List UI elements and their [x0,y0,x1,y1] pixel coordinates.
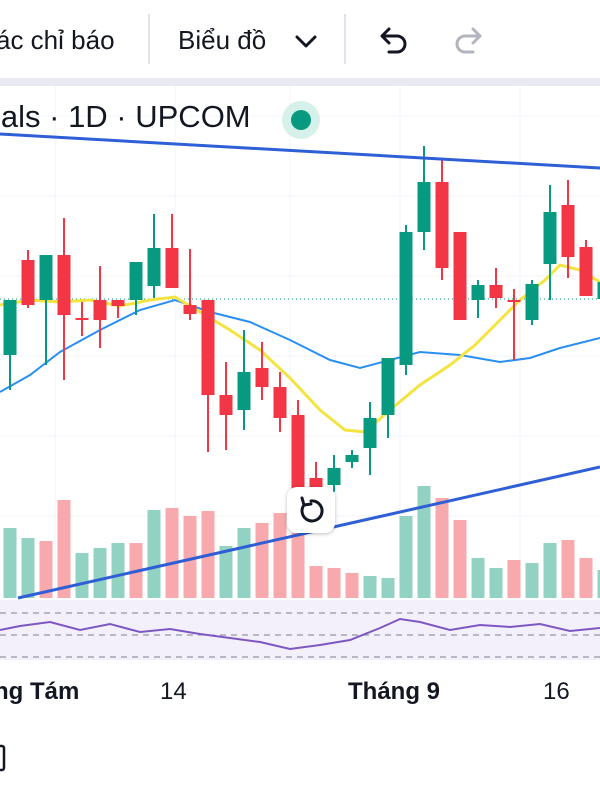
candle-body [471,285,485,300]
volume-bar [273,513,287,598]
redo-arrow-icon[interactable] [451,22,487,58]
volume-bar [543,543,557,598]
volume-bar [489,568,503,598]
time-axis-label: 16 [543,678,570,705]
volume-bar [309,566,323,598]
volume-bar [381,578,395,598]
oscillator-pane-bg [0,600,600,660]
market-status-indicator [282,101,320,139]
volume-bar [255,523,269,598]
volume-bar [21,538,35,598]
candle-body [57,255,71,315]
volume-bar [75,553,89,598]
candle-body [75,318,89,320]
volume-bar [345,573,359,598]
candle-body [345,455,359,462]
volume-bar [399,516,413,598]
candle-body [39,255,53,300]
candle-body [273,387,287,418]
moving-average-fast-line [0,263,600,434]
candle-body [255,368,269,387]
volume-bar [417,486,431,598]
undo-arrow-icon[interactable] [375,22,411,58]
candle-body [291,415,305,495]
volume-bar [435,498,449,598]
volume-bar [453,520,467,598]
candle-body [201,300,215,395]
volume-bar [3,528,17,598]
candle-body [543,212,557,264]
time-axis-label: ng Tám [0,678,80,705]
candle-body [435,182,449,268]
volume-bar [39,541,53,598]
toolbar-divider [148,14,150,64]
candle-body [363,418,377,448]
candle-body [219,395,233,415]
volume-bar [147,510,161,598]
candle-body [417,182,431,232]
top-toolbar: ác chỉ báo Biểu đồ [0,0,600,78]
volume-bar [183,516,197,598]
price-chart[interactable] [0,86,600,726]
candle-body [111,300,125,306]
candle-body [507,300,521,302]
candle-body [147,248,161,286]
candle-body [129,262,143,300]
upper-trendline [0,132,600,170]
toolbar-divider [344,14,346,64]
volume-bar [93,548,107,598]
candle-body [183,305,197,314]
volume-bar [363,576,377,598]
candle-body [399,232,413,365]
chart-type-label: Biểu đồ [178,25,267,55]
volume-bar [471,558,485,598]
toolbar-bottom-band [0,78,600,86]
candle-body [525,284,539,320]
volume-bar [237,528,251,598]
moving-average-slow-line [0,298,600,393]
volume-bar [165,508,179,598]
candle-body [327,468,341,485]
candle-body [561,205,575,257]
volume-bar [597,570,600,598]
volume-bar [327,568,341,598]
volume-bar [57,500,71,598]
volume-bar [507,560,521,598]
object-tree-icon[interactable] [0,742,8,774]
candle-body [489,285,503,298]
candle-body [579,247,593,296]
chart-type-button[interactable]: Biểu đồ [178,20,266,60]
candle-body [21,260,35,305]
reset-chart-button[interactable] [287,487,335,533]
reset-rotate-icon [300,496,324,523]
indicators-button[interactable]: ác chỉ báo [0,25,115,55]
oscillator-line [0,617,600,651]
candle-body [453,232,467,320]
candle-body [165,248,179,288]
time-axis-label: 14 [160,678,187,705]
volume-bar [219,546,233,598]
volume-bar [579,558,593,598]
candle-body [237,372,251,410]
volume-bar [111,543,125,598]
candle-body [381,358,395,415]
candle-body [597,282,600,299]
volume-bar [561,540,575,598]
candle-body [3,300,17,355]
volume-bar [291,533,305,598]
symbol-legend[interactable]: ials · 1D · UPCOM [0,99,251,134]
time-axis-label: Tháng 9 [348,678,441,705]
volume-bar [525,563,539,598]
chevron-down-icon[interactable] [288,24,324,60]
candle-body [93,300,107,320]
